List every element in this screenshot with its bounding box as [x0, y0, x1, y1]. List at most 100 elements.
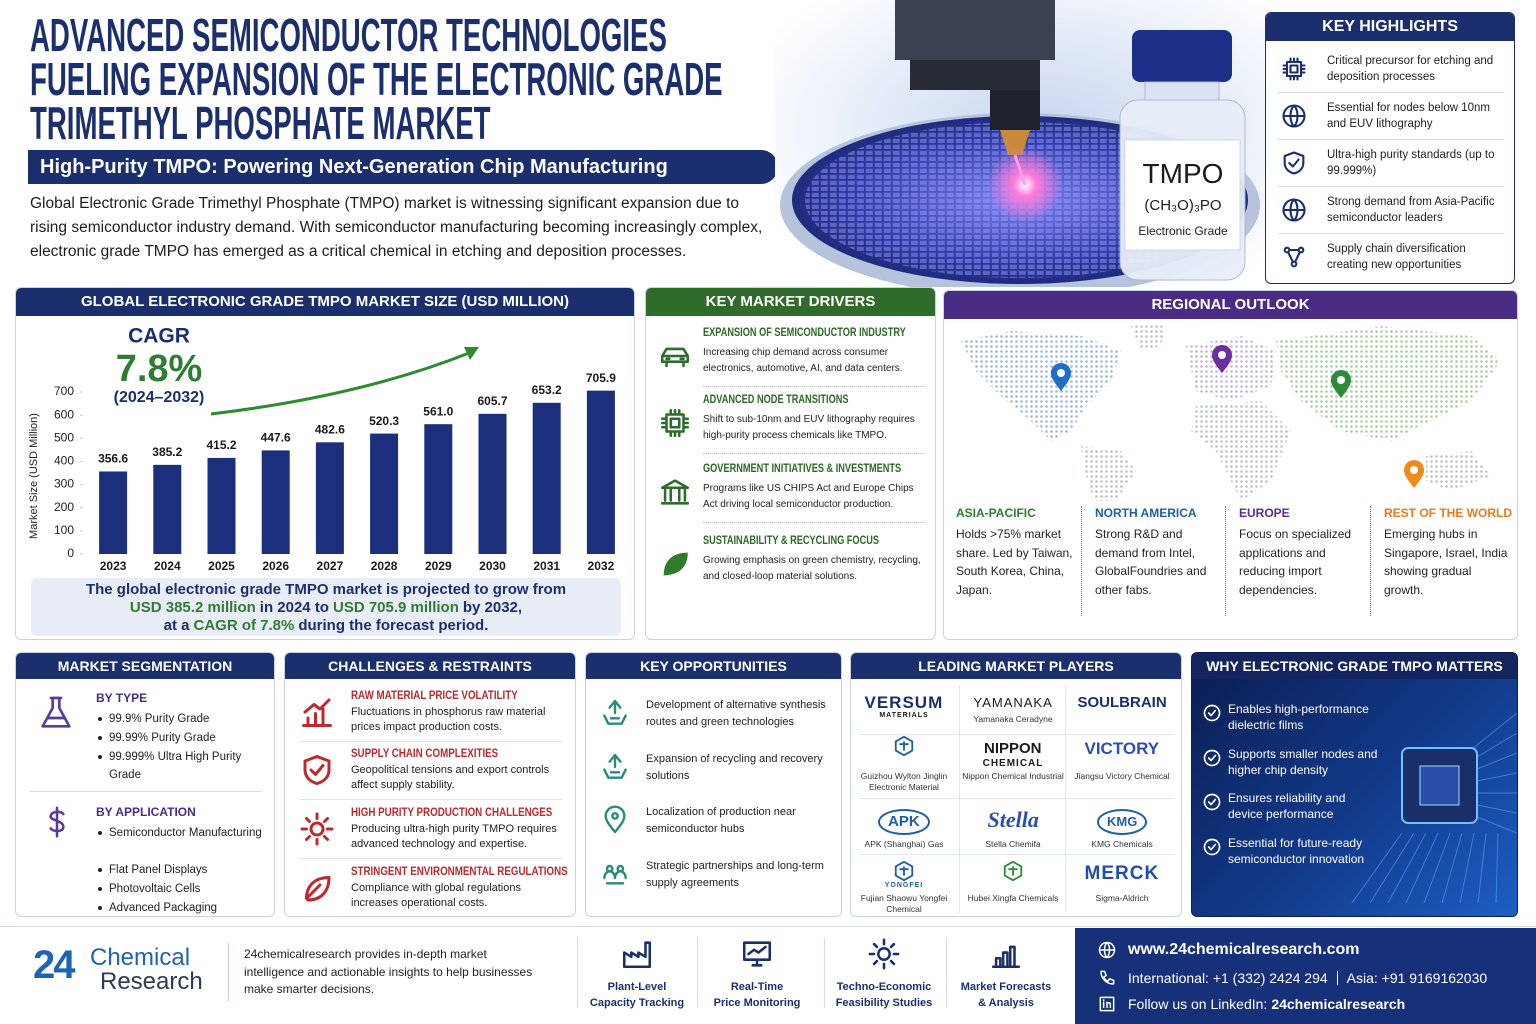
icon	[1099, 996, 1115, 1012]
icon-shape	[1283, 246, 1305, 268]
summary-text: USD 705.9 million	[332, 599, 459, 616]
region-text: Emerging hubs in Singapore, Israel, Indi…	[1384, 527, 1508, 597]
divider	[1370, 506, 1371, 616]
opportunity-text: Strategic partnerships and long-term sup…	[646, 860, 824, 889]
bottle-label	[1124, 139, 1241, 251]
region-name: NORTH AMERICA	[1095, 506, 1197, 520]
panel-title: REGIONAL OUTLOOK	[944, 291, 1517, 319]
bar	[532, 402, 561, 554]
summary-text: by 2032,	[462, 599, 523, 616]
bottle-cap	[1132, 30, 1232, 82]
driver-text: Growing emphasis on green chemistry, rec…	[703, 555, 921, 582]
continent	[1081, 446, 1136, 501]
icon	[1100, 970, 1115, 985]
tool-body	[895, 0, 1055, 60]
x-tick-label: 2024	[154, 559, 181, 573]
driver-heading: GOVERNMENT INITIATIVES & INVESTMENTS	[703, 463, 902, 475]
icon	[1282, 57, 1306, 81]
player-logo: YAMANAKA	[973, 695, 1053, 710]
icon	[1203, 793, 1221, 811]
phone-asia: Asia: +91 9169162030	[1346, 970, 1488, 986]
region-text: Strong R&D and demand from Intel, Global…	[1095, 527, 1207, 597]
bar-chart: 0 100 200 300 400 500 600 700 Market Size (USD M…	[28, 325, 616, 574]
region-text: Holds >75% market share. Led by Taiwan, …	[956, 527, 1073, 597]
segment-item: Flat Panel Displays	[109, 864, 208, 876]
bar	[153, 464, 182, 554]
circuit-trace	[1351, 832, 1403, 904]
world-map	[961, 323, 1501, 501]
driver-text: Shift to sub-10nm and EUV lithography re…	[703, 414, 915, 441]
divider	[1278, 186, 1504, 187]
contact-phone: International: +1 (332) 2424 294 Asia: +9…	[1128, 968, 1487, 988]
summary-text: in 2024 to	[259, 599, 329, 616]
player-name: Hubei Xingfa Chemicals	[967, 893, 1059, 903]
panel: MARKET SEGMENTATION BY TYPE 99.9% Purity G…	[15, 652, 275, 917]
linkedin-handle: 24chemicalresearch	[1271, 996, 1406, 1012]
opportunity-text: Development of alternative synthesis rou…	[646, 699, 826, 728]
challenge-heading: STRINGENT ENVIRONMENTAL REGULATIONS	[351, 866, 568, 878]
map-pin-dot	[1410, 466, 1418, 474]
grid-divider	[859, 798, 1175, 799]
icon	[660, 479, 690, 505]
player-name: Fujian Shaowu Yongfei Chemical	[860, 893, 948, 914]
segment-item: 99.9% Purity Grade	[109, 713, 210, 725]
highlight-text: Critical precursor for etching and depos…	[1327, 55, 1494, 83]
brand-line1: Chemical	[90, 944, 191, 971]
bar	[478, 413, 507, 554]
icon-shape	[604, 805, 626, 834]
icon	[603, 753, 627, 779]
map-pin-dot	[1218, 351, 1226, 359]
icon	[603, 864, 627, 885]
icon	[742, 941, 772, 967]
icon	[303, 755, 331, 785]
summary-text: The global electronic grade TMPO market …	[85, 581, 567, 598]
circuit-trace	[1387, 832, 1427, 904]
player-logo: VICTORY	[1084, 739, 1160, 758]
chip-core	[1419, 765, 1460, 806]
panel: REGIONAL OUTLOOK ASIA-PACIFIC Holds >75% m…	[943, 290, 1518, 640]
challenge-text: Geopolitical tensions and export control…	[351, 764, 550, 791]
divider	[299, 858, 563, 859]
panel-title: CHALLENGES & RESTRAINTS	[285, 653, 575, 679]
highlight-text: Essential for nodes below 10nm and EUV l…	[1327, 102, 1491, 130]
bottle-neck	[1144, 81, 1220, 103]
icon-shape	[1282, 57, 1306, 81]
why-text: Supports smaller nodes and higher chip d…	[1228, 746, 1378, 777]
divider	[1278, 233, 1504, 234]
icon-shape	[603, 864, 627, 885]
panel: KEY MARKET DRIVERS EXPANSION OF SEMICONDU…	[645, 287, 936, 640]
divider	[697, 938, 698, 1008]
value-label: 415.2	[206, 438, 236, 452]
challenge-heading: SUPPLY CHAIN COMPLEXITIES	[351, 748, 499, 760]
chip-illustration	[1351, 712, 1517, 904]
title-line: TRIMETHYL PHOSPHATE MARKET	[30, 97, 491, 149]
continent	[961, 331, 1121, 441]
icon	[660, 408, 690, 438]
footer-rule	[0, 926, 1536, 927]
icon-shape	[622, 941, 652, 969]
circuit-trace	[1423, 832, 1451, 904]
icon-shape	[1283, 151, 1305, 175]
region-text: Focus on specialized applications and re…	[1239, 527, 1352, 597]
icon-shape	[49, 806, 65, 838]
player-logo: VERSUM	[864, 693, 944, 712]
icon-shape	[868, 938, 900, 970]
icon-shape	[1282, 104, 1306, 128]
icon-shape	[603, 699, 627, 725]
circuit-trace	[1459, 832, 1475, 904]
icon-shape	[1100, 970, 1115, 985]
contact-website: www.24chemicalresearch.com	[1128, 941, 1360, 958]
bar	[370, 433, 399, 554]
region-name: ASIA-PACIFIC	[956, 506, 1036, 520]
segment-heading: BY APPLICATION	[96, 805, 196, 819]
player-logo: APK	[878, 809, 930, 835]
panel-title: KEY OPPORTUNITIES	[586, 653, 841, 679]
bar	[261, 450, 290, 554]
divider	[30, 791, 262, 792]
cagr-period: (2024–2032)	[114, 389, 205, 406]
y-tick-label: 300	[54, 477, 74, 491]
panel: KEY HIGHLIGHTS Critical precursor for etc…	[1265, 12, 1515, 284]
divider	[1081, 506, 1082, 616]
product-name: TMPO	[1143, 158, 1224, 189]
value-label: 561.0	[423, 404, 453, 418]
